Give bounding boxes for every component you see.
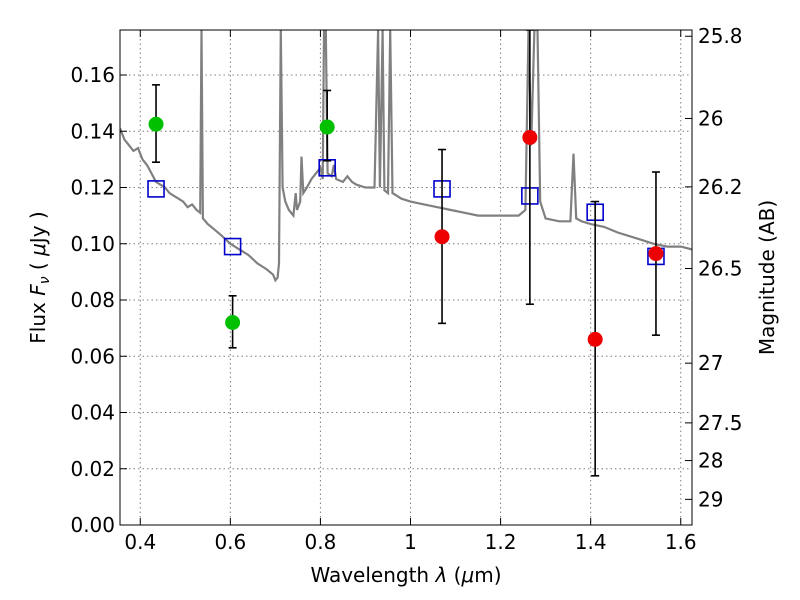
y-tick-label: 0.02 <box>70 457 115 481</box>
observed-flux-point <box>148 116 164 132</box>
y-tick-label: 0.16 <box>70 63 115 87</box>
grid-lines <box>120 30 692 526</box>
x-tick-label: 0.4 <box>124 530 156 554</box>
right-tick-label: 26.2 <box>698 175 743 199</box>
axis-ticks: 0.4 0.6 0.8 1 1.2 1.4 1.6 0.00 0.02 0.04 0.06 0.08 0… <box>70 24 742 554</box>
x-tick-label: 0.8 <box>305 530 337 554</box>
observed-flux-point <box>522 129 538 145</box>
observed-flux-point <box>319 119 335 135</box>
observed-flux-point <box>225 315 241 330</box>
observed-flux-point <box>648 246 664 262</box>
model-flux-square <box>147 180 165 198</box>
x-tick-label: 1.6 <box>665 530 697 554</box>
y-tick-label: 0.00 <box>70 513 115 537</box>
right-tick-label: 29 <box>698 487 723 511</box>
y-tick-label: 0.12 <box>70 176 115 200</box>
observed-flux-point <box>587 331 603 347</box>
plot-data <box>120 30 692 477</box>
x-tick-label: 0.6 <box>214 530 246 554</box>
model-spectrum-line <box>120 30 692 283</box>
y-tick-label: 0.06 <box>70 344 115 368</box>
x-tick-label: 1.4 <box>575 530 607 554</box>
right-tick-label: 26.5 <box>698 256 743 280</box>
right-tick-label: 26 <box>698 106 723 130</box>
right-tick-label: 28 <box>698 449 723 473</box>
model-flux-square <box>223 237 242 256</box>
y-axis-title: Flux Fν ( μJy ) <box>26 211 53 343</box>
x-tick-label: 1.2 <box>485 530 517 554</box>
x-tick-label: 1 <box>404 530 417 554</box>
right-tick-label: 27.5 <box>698 411 743 435</box>
y-tick-label: 0.08 <box>70 288 115 312</box>
y-tick-label: 0.14 <box>70 119 115 143</box>
observed-flux-point <box>434 229 450 245</box>
y-tick-label: 0.04 <box>70 401 115 425</box>
y-tick-label: 0.10 <box>70 232 115 256</box>
right-axis-title: Magnitude (AB) <box>755 200 779 355</box>
right-tick-label: 25.8 <box>698 24 743 48</box>
plot-frame <box>119 29 693 526</box>
x-axis-title: Wavelength λ (μm) <box>310 563 501 587</box>
right-tick-label: 27 <box>698 351 723 375</box>
